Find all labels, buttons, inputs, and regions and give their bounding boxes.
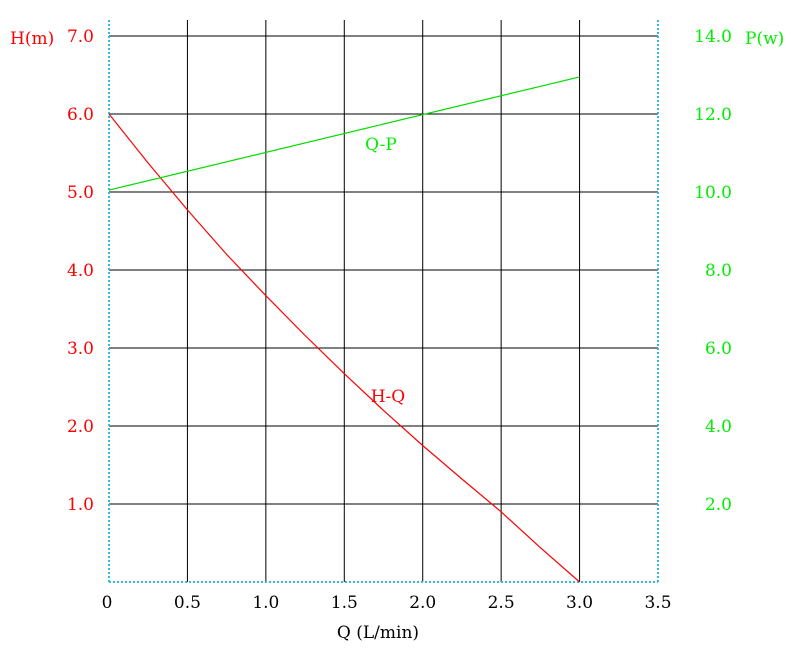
left-axis-unit-label: H(m): [10, 29, 54, 49]
y-left-tick-label: 6.0: [67, 105, 94, 125]
y-left-tick-label: 3.0: [67, 339, 94, 359]
x-tick-label: 0.5: [174, 593, 201, 613]
y-left-tick-label: 2.0: [67, 417, 94, 437]
series-label-q-p: Q-P: [365, 135, 397, 155]
grid: [109, 20, 658, 582]
y-right-tick-label: 4.0: [705, 417, 732, 437]
y-left-tick-label: 7.0: [67, 27, 94, 47]
x-tick-label: 3.5: [644, 593, 671, 613]
x-tick-label: 2.5: [488, 593, 515, 613]
y-right-tick-label: 10.0: [694, 183, 732, 203]
series-line-h-q: [108, 113, 580, 583]
y-right-tick-label: 8.0: [705, 261, 732, 281]
labels: H-Q Q-P 1.0 2.0 3.0 4.0 5.0 6.0 7.0 2.0 4.0 6.0 8.0 1…: [67, 27, 732, 613]
x-tick-label: 1.5: [331, 593, 358, 613]
y-right-tick-label: 2.0: [705, 495, 732, 515]
y-left-tick-label: 5.0: [67, 183, 94, 203]
y-right-tick-label: 14.0: [694, 27, 732, 47]
x-axis-title: Q (L/min): [337, 623, 419, 643]
right-axis-unit-label: P(w): [745, 29, 784, 49]
plot-frame: [108, 20, 659, 583]
series-line-q-p: [108, 76, 580, 191]
x-tick-label: 1.0: [252, 593, 279, 613]
x-tick-label: 2.0: [409, 593, 436, 613]
series-label-h-q: H-Q: [371, 387, 406, 407]
y-right-tick-label: 12.0: [694, 105, 732, 125]
curves: [108, 76, 580, 583]
x-tick-label: 0: [102, 593, 113, 613]
y-right-tick-label: 6.0: [705, 339, 732, 359]
y-left-tick-label: 4.0: [67, 261, 94, 281]
x-tick-label: 3.0: [566, 593, 593, 613]
y-left-tick-label: 1.0: [67, 495, 94, 515]
